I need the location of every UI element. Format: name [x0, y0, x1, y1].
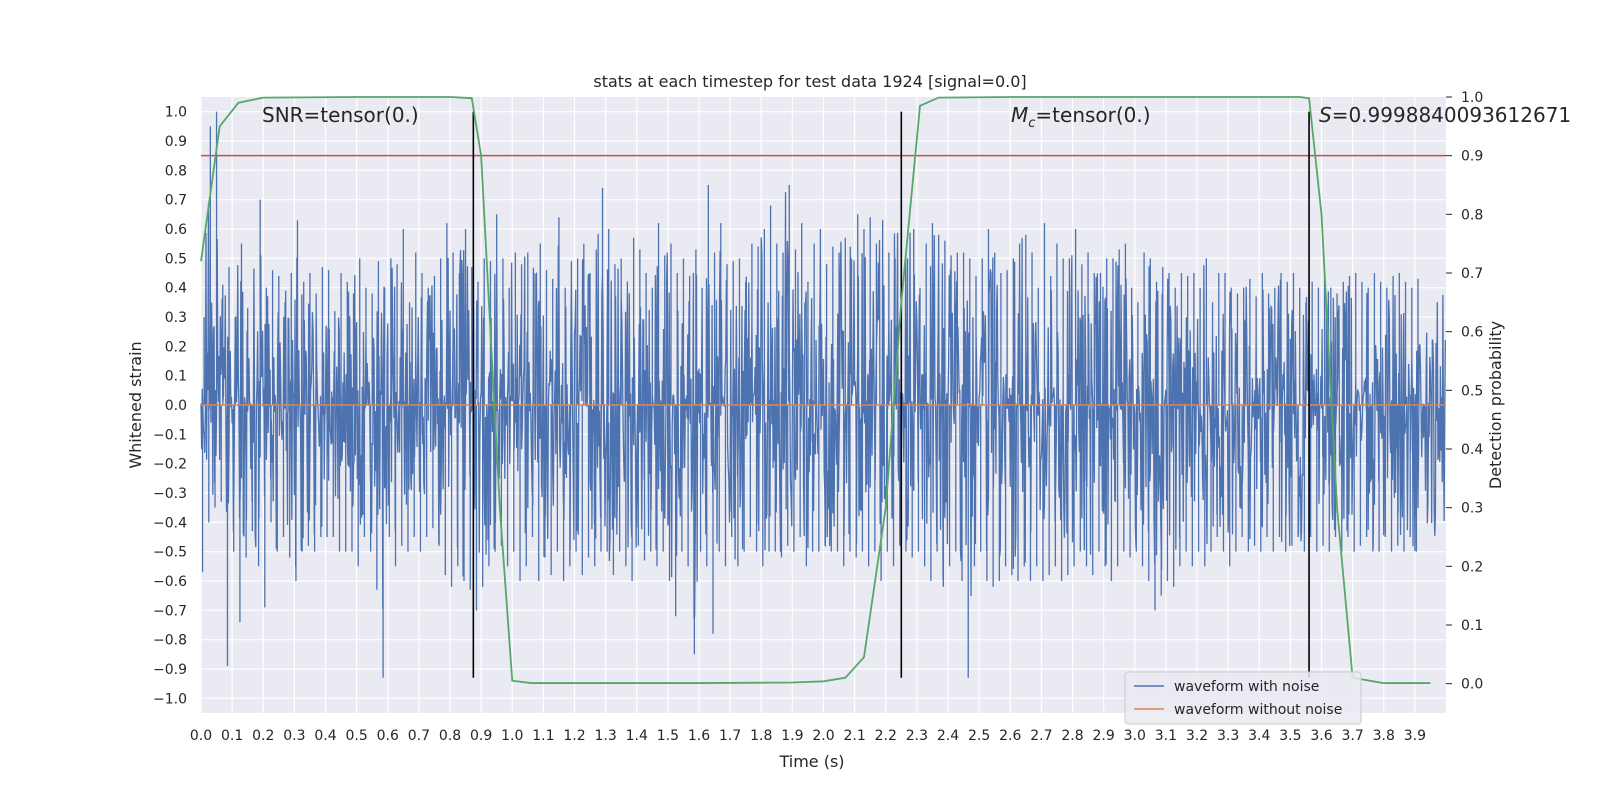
y-tick-label: −0.8 — [153, 633, 187, 649]
y-tick-label: −0.7 — [153, 603, 187, 619]
x-tick-label: 2.0 — [812, 728, 834, 744]
legend: waveform with noise waveform without noi… — [1124, 671, 1362, 725]
series-detection-probability — [200, 96, 1431, 684]
x-tick-label: 0.3 — [283, 728, 305, 744]
x-tick-label: 3.0 — [1124, 728, 1146, 744]
x-axis-label: Time (s) — [778, 752, 844, 771]
x-tick-label: 0.5 — [345, 728, 367, 744]
x-tick-label: 2.7 — [1030, 728, 1052, 744]
x-tick-label: 1.4 — [626, 728, 648, 744]
x-tick-label: 3.8 — [1373, 728, 1395, 744]
x-tick-label: 2.2 — [875, 728, 897, 744]
y-tick-label: −0.1 — [153, 427, 187, 443]
x-tick-label: 0.7 — [408, 728, 430, 744]
y-tick-label: −0.5 — [153, 545, 187, 561]
mc-subscript: c — [1028, 116, 1035, 131]
x-tick-label: 3.2 — [1186, 728, 1208, 744]
x-tick-label: 2.6 — [999, 728, 1021, 744]
x-tick-label: 0.8 — [439, 728, 461, 744]
x-tick-label: 1.5 — [657, 728, 679, 744]
x-tick-label: 2.3 — [906, 728, 928, 744]
mc-symbol: M — [1011, 103, 1028, 127]
legend-label-clean: waveform without noise — [1174, 702, 1342, 718]
y-tick-label: 0.0 — [165, 398, 187, 414]
y-tick-label: 1.0 — [165, 105, 187, 121]
mc-rest: =tensor(0.) — [1035, 103, 1150, 127]
y-tick-label: 0.3 — [165, 310, 187, 326]
y-tick-label: −0.6 — [153, 574, 187, 590]
x-tick-label: 0.2 — [252, 728, 274, 744]
y2-tick-label: 0.4 — [1461, 442, 1483, 458]
y2-axis-label: Detection probability — [1486, 321, 1505, 489]
y2-tick-label: 0.9 — [1461, 149, 1483, 165]
y-tick-label: 0.1 — [165, 369, 187, 385]
y-axis-label: Whitened strain — [126, 341, 145, 468]
y2-tick-label: 0.3 — [1461, 501, 1483, 517]
annotation-s: S=0.9998840093612671 — [1319, 103, 1571, 127]
y-tick-label: 0.4 — [165, 281, 187, 297]
y-tick-label: 0.7 — [165, 193, 187, 209]
x-tick-label: 2.8 — [1061, 728, 1083, 744]
chart-title: stats at each timestep for test data 192… — [593, 72, 1026, 91]
x-tick-label: 2.5 — [968, 728, 990, 744]
y2-tick-label: 0.7 — [1461, 266, 1483, 282]
y2-tick-label: 0.2 — [1461, 559, 1483, 575]
y2-tick-label: 0.6 — [1461, 325, 1483, 341]
x-tick-label: 2.9 — [1092, 728, 1114, 744]
y2-tick-label: 1.0 — [1461, 90, 1483, 106]
x-tick-label: 2.4 — [937, 728, 959, 744]
x-tick-label: 0.4 — [314, 728, 336, 744]
x-tick-label: 3.4 — [1248, 728, 1270, 744]
y2-tick-label: 0.0 — [1461, 677, 1483, 693]
annotation-mc: Mc=tensor(0.) — [1011, 103, 1151, 131]
x-tick-label: 3.6 — [1310, 728, 1332, 744]
legend-label-noise: waveform with noise — [1174, 679, 1319, 695]
y-tick-label: 0.5 — [165, 251, 187, 267]
y-tick-label: −0.4 — [153, 515, 187, 531]
y-tick-label: 0.2 — [165, 339, 187, 355]
y-tick-label: 0.9 — [165, 134, 187, 150]
x-tick-label: 1.7 — [719, 728, 741, 744]
x-tick-label: 1.0 — [501, 728, 523, 744]
y2-tick-label: 0.5 — [1461, 383, 1483, 399]
x-tick-label: 3.1 — [1155, 728, 1177, 744]
x-tick-label: 3.3 — [1217, 728, 1239, 744]
y-tick-label: 0.8 — [165, 163, 187, 179]
x-tick-label: 2.1 — [843, 728, 865, 744]
x-tick-label: 3.7 — [1341, 728, 1363, 744]
x-tick-label: 0.0 — [190, 728, 212, 744]
y-tick-label: −0.3 — [153, 486, 187, 502]
s-rest: =0.9998840093612671 — [1332, 103, 1571, 127]
y-tick-label: −0.9 — [153, 662, 187, 678]
x-tick-label: 0.1 — [221, 728, 243, 744]
y-tick-label: −0.2 — [153, 457, 187, 473]
series-waveform-with-noise — [200, 111, 1447, 678]
legend-frame — [1124, 671, 1362, 725]
s-symbol: S — [1319, 103, 1332, 127]
x-tick-label: 1.9 — [781, 728, 803, 744]
annotation-snr: SNR=tensor(0.) — [262, 103, 419, 127]
x-tick-label: 1.6 — [688, 728, 710, 744]
x-tick-label: 1.3 — [594, 728, 616, 744]
x-tick-label: 3.9 — [1404, 728, 1426, 744]
x-tick-label: 0.9 — [470, 728, 492, 744]
x-tick-label: 1.2 — [563, 728, 585, 744]
y2-tick-label: 0.8 — [1461, 207, 1483, 223]
y-tick-label: −1.0 — [153, 691, 187, 707]
x-tick-label: 1.8 — [750, 728, 772, 744]
x-tick-label: 1.1 — [532, 728, 554, 744]
y-tick-label: 0.6 — [165, 222, 187, 238]
x-tick-label: 0.6 — [377, 728, 399, 744]
y2-tick-label: 0.1 — [1461, 618, 1483, 634]
x-tick-label: 3.5 — [1279, 728, 1301, 744]
